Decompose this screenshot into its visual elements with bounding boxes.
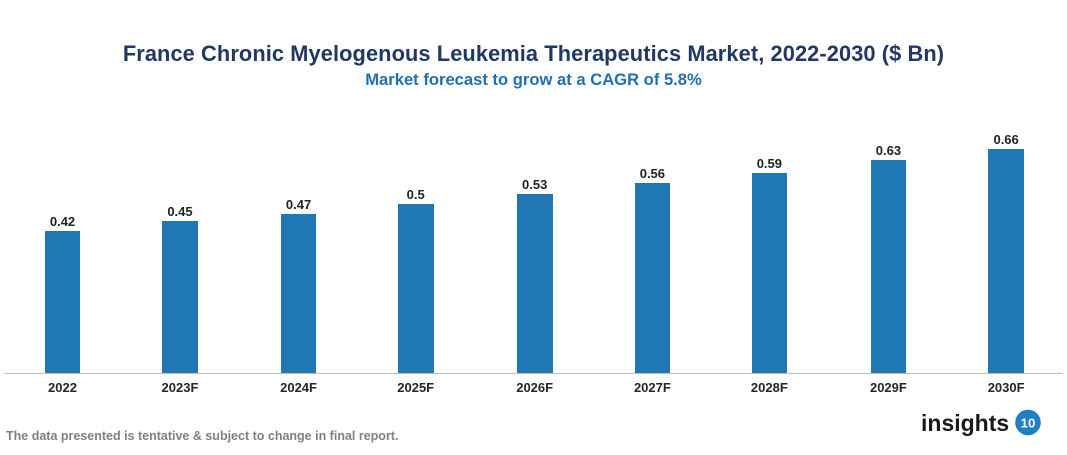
svg-text:10: 10 [1021, 415, 1036, 430]
svg-text:insights: insights [921, 410, 1009, 436]
